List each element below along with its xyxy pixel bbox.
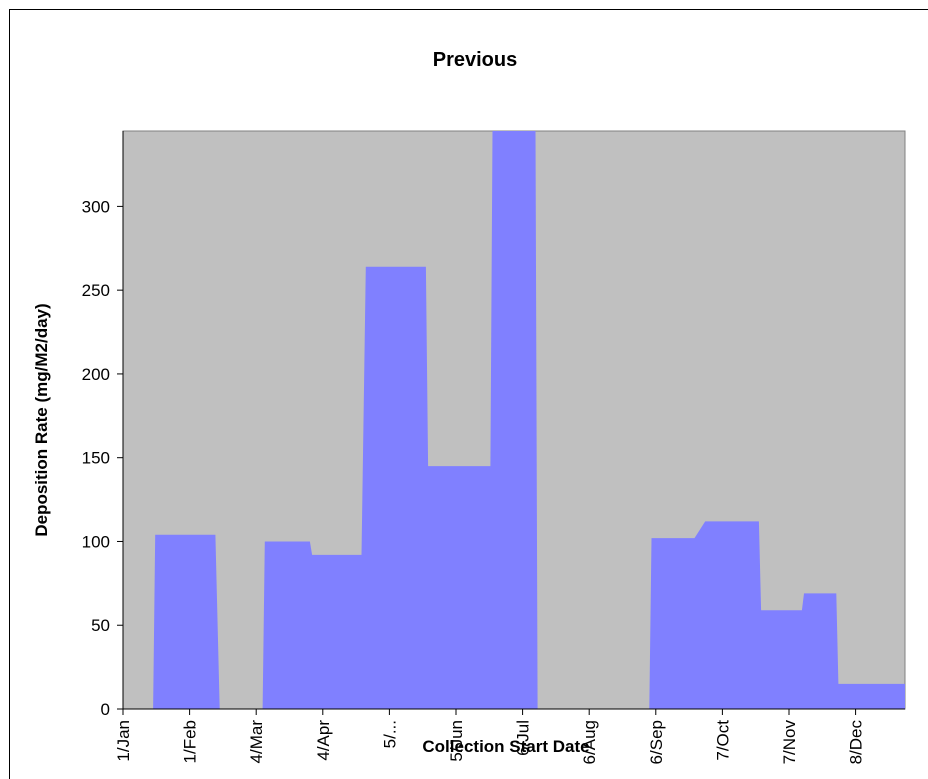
chart-frame [9, 9, 928, 779]
x-tick-label: 7/Oct [713, 720, 732, 761]
x-tick-label: 6/Jul [514, 720, 533, 756]
y-tick-label: 200 [82, 365, 110, 384]
y-tick-label: 250 [82, 281, 110, 300]
x-tick-label: 7/Nov [780, 720, 799, 765]
x-tick-label: 1/Feb [181, 720, 200, 763]
y-axis-title: Deposition Rate (mg/M2/day) [32, 303, 51, 536]
x-tick-label: 6/Sep [647, 720, 666, 764]
x-tick-label: 5/Jun [447, 720, 466, 762]
y-tick-label: 0 [101, 700, 110, 719]
x-tick-label: 8/Dec [847, 720, 866, 765]
x-tick-label: 6/Aug [580, 720, 599, 764]
y-tick-label: 300 [82, 197, 110, 216]
y-tick-label: 100 [82, 532, 110, 551]
x-tick-label: 4/Mar [247, 720, 266, 764]
y-tick-label: 150 [82, 449, 110, 468]
x-axis-title: Collection Start Date [422, 737, 589, 756]
area-series [153, 131, 906, 709]
x-tick-label: 1/Jan [114, 720, 133, 762]
x-tick-label: 4/Apr [314, 720, 333, 761]
y-axis: 0 50 100 150 200 250 300 [82, 131, 124, 719]
chart-title: Previous [433, 49, 517, 71]
series-area-0 [153, 131, 906, 709]
x-axis: 1/Jan 1/Feb 4/Mar 4/Apr 5/... 5/Jun 6/Jul 6/Aug… [114, 708, 905, 765]
x-tick-label: 5/... [380, 720, 399, 748]
y-tick-label: 50 [91, 616, 110, 635]
